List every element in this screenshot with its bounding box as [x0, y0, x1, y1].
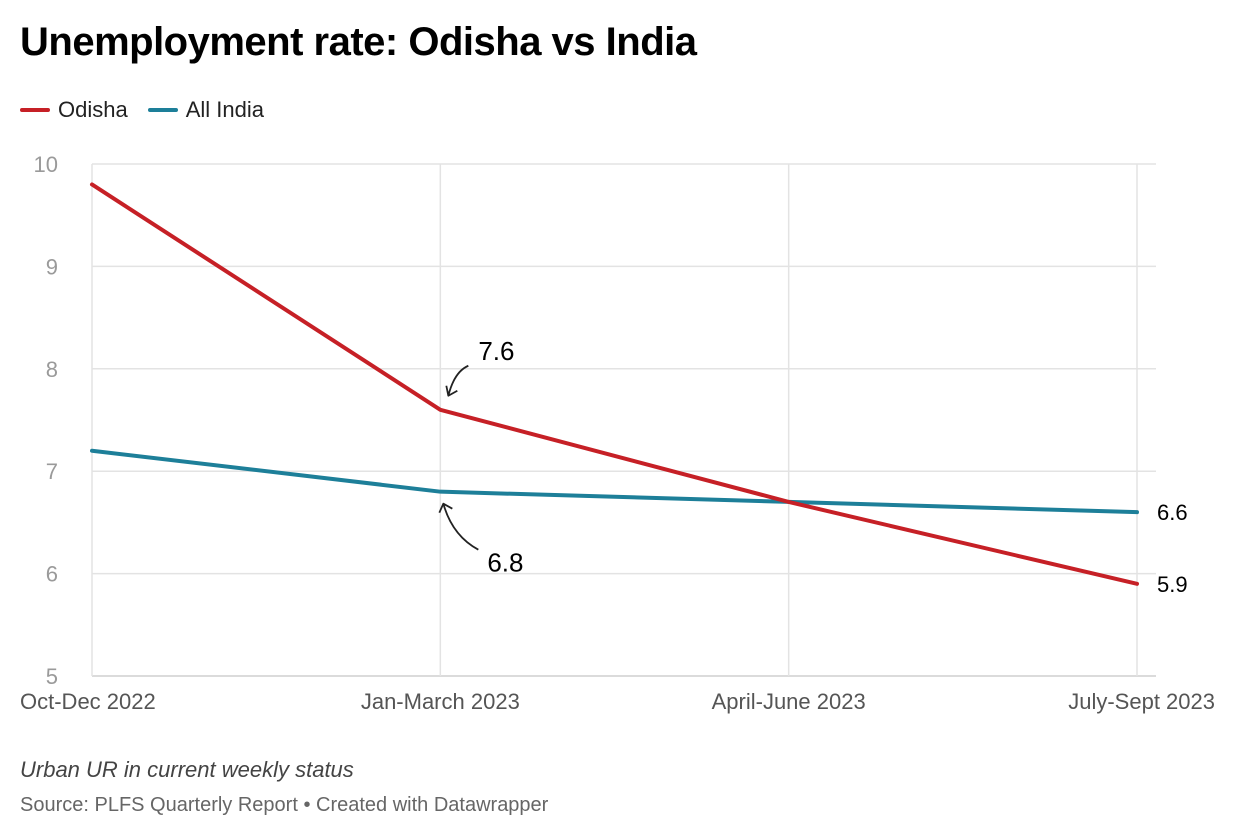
legend-label-odisha: Odisha	[58, 97, 128, 122]
y-tick-label-9: 9	[46, 254, 58, 279]
series-line-all-india	[90, 448, 1139, 515]
annotation-label-odisha: 7.6	[478, 336, 514, 366]
legend-item-odisha: Odisha	[20, 97, 128, 123]
annotation-label-all-india: 6.8	[487, 548, 523, 578]
annotation-arrow-all-india	[442, 503, 479, 551]
series-line-odisha	[90, 182, 1139, 586]
legend-swatch-all-india	[147, 108, 178, 112]
end-label-odisha: 5.9	[1157, 572, 1188, 597]
chart-title: Unemployment rate: Odisha vs India	[20, 20, 697, 64]
y-tick-label-6: 6	[46, 562, 58, 587]
annotation-arrowhead-odisha	[445, 385, 458, 397]
chart-note: Urban UR in current weekly status	[20, 757, 354, 782]
y-tick-label-7: 7	[46, 459, 58, 484]
annotation-arrowhead-all-india	[438, 502, 453, 514]
y-tick-label-10: 10	[34, 152, 58, 177]
x-tick-label-2: April-June 2023	[712, 689, 866, 714]
x-tick-label-1: Jan-March 2023	[361, 689, 520, 714]
y-tick-label-5: 5	[46, 664, 58, 689]
legend-swatch-odisha	[20, 108, 50, 112]
annotation-arrow-odisha	[447, 364, 469, 396]
legend-label-all-india: All India	[185, 97, 264, 122]
x-tick-label-3: July-Sept 2023	[1068, 689, 1215, 714]
y-tick-label-8: 8	[46, 357, 58, 382]
chart-source: Source: PLFS Quarterly Report • Created …	[20, 794, 549, 816]
legend: Odisha All India	[20, 96, 284, 124]
x-tick-label-0: Oct-Dec 2022	[20, 689, 156, 714]
end-label-all-india: 6.6	[1157, 500, 1188, 525]
legend-item-all-india: All India	[147, 97, 264, 123]
